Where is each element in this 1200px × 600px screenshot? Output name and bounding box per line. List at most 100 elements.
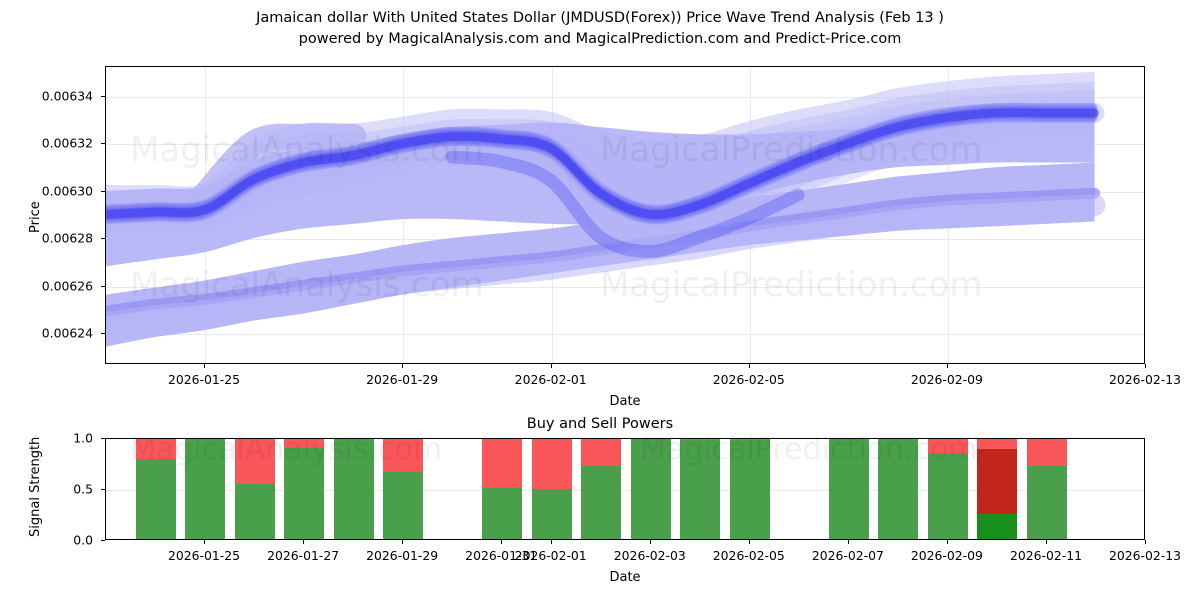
upper-envelope-layer-1 [106,89,1095,253]
signal-bar-buy-segment [531,489,572,539]
signal-bar-sell-segment [482,439,523,488]
signal-y-tick-label: 1.0 [73,430,93,446]
wave-core-strand-0 [106,102,1098,211]
signal-x-axis-label: Date [609,570,641,585]
signal-x-tick-mark [303,540,305,544]
price-gridline-h [106,96,1144,98]
signal-bar[interactable] [284,439,325,539]
price-x-tick-label: 2026-02-09 [910,372,983,387]
signal-bar-buy-segment [581,465,622,539]
price-y-tick-label: 0.00628 [41,230,93,246]
figure-title: Jamaican dollar With United States Dolla… [0,8,1200,50]
price-x-tick-label: 2026-02-05 [712,372,785,387]
signal-x-tick-mark [204,540,205,544]
signal-bar-buy-segment [1027,465,1067,539]
signal-bar-buy-segment [135,459,176,539]
signal-bar[interactable] [581,439,622,539]
signal-bar[interactable] [878,439,919,539]
signal-x-tick-mark [1145,540,1146,544]
price-y-tick-mark [101,95,105,97]
signal-x-tick-mark [649,540,651,544]
price-x-tick-mark [1145,364,1146,368]
signal-x-tick-mark [402,540,404,544]
signal-bar[interactable] [1027,439,1067,539]
signal-x-tick-mark [501,540,503,544]
signal-bar-buy-segment [333,439,374,539]
signal-bar-sell-segment [135,439,176,460]
signal-bar[interactable] [234,439,275,539]
price-chart-plot-area [105,66,1145,364]
signal-x-tick-label: 2026-02-11 [1009,548,1083,563]
figure-title-line1: Jamaican dollar With United States Dolla… [256,10,944,26]
signal-x-tick-label: 2026-01-25 [167,548,241,563]
signal-bar-buy-segment [185,439,225,539]
price-y-tick-mark [101,333,105,335]
signal-y-tick-mark [101,489,105,490]
signal-x-tick-mark [847,540,849,544]
signal-bar[interactable] [482,439,523,539]
signal-y-tick-label: 0.0 [73,532,93,548]
signal-bar[interactable] [729,439,770,539]
signal-bar-buy-segment [234,483,275,539]
signal-bar[interactable] [828,439,869,539]
price-y-tick-label: 0.00634 [41,88,93,104]
signal-x-tick-mark [748,540,750,544]
upper-envelope-layer-2 [106,81,1095,245]
signal-bar-buy-segment [630,439,671,539]
signal-bar[interactable] [680,439,721,539]
signal-x-tick-label: 2026-01-29 [366,548,439,563]
signal-y-tick-mark [101,540,105,541]
signal-bar-sell-segment [1027,439,1067,466]
signal-bar[interactable] [185,439,225,539]
signal-x-tick-mark [1046,540,1047,544]
signal-bar-buy-segment [482,488,523,539]
price-x-tick-mark [748,364,750,368]
price-x-tick-label: 2026-02-13 [1108,372,1182,387]
price-x-tick-label: 2026-01-29 [366,372,439,387]
signal-bar-sell-segment [531,439,572,489]
signal-x-tick-label: 2026-02-09 [910,548,983,563]
signal-x-tick-label: 2026-02-07 [811,548,884,563]
signal-bar-buy-segment [729,440,770,539]
wave-core-center [106,108,1100,220]
signal-x-tick-mark [946,540,948,544]
price-y-tick-label: 0.00626 [41,278,93,294]
price-y-tick-mark [101,143,105,145]
signal-x-tick-mark [550,540,552,544]
signal-x-tick-label: 2026-02-03 [613,548,686,563]
signal-bar[interactable] [927,439,968,539]
price-y-tick-label: 0.00624 [41,325,93,341]
price-y-tick-label: 0.00632 [41,135,93,151]
signal-bar[interactable] [630,439,671,539]
signal-bar-sell-segment [680,439,721,441]
signal-bar-sell-segment [234,439,275,484]
signal-gridline-h [106,490,1144,491]
upper-envelope-layer-0 [106,97,1095,261]
price-y-tick-mark [101,285,105,287]
signal-bar-buy-segment [927,453,968,539]
signal-bar[interactable] [977,439,1018,539]
signal-bar[interactable] [383,439,424,539]
signal-bar[interactable] [531,439,572,539]
signal-chart-plot-area [105,438,1145,540]
price-x-tick-label: 2026-02-01 [514,372,587,387]
price-wave-bands [106,71,1106,347]
price-x-tick-mark [402,364,404,368]
lower-trend-ribbon [106,187,1101,317]
figure-title-line2: powered by MagicalAnalysis.com and Magic… [298,31,902,47]
signal-bar[interactable] [135,439,176,539]
signal-bar-sell-segment [383,439,424,472]
upper-envelope-layer-3 [106,71,1095,235]
price-x-tick-mark [550,364,552,368]
wave-peak-emphasis [191,123,367,209]
price-y-tick-mark [101,190,105,192]
signal-y-tick-label: 0.5 [73,481,93,497]
price-gridline-h [106,334,1144,336]
signal-bar-sell-segment [729,439,770,441]
signal-bar-buy-segment [284,448,325,539]
signal-bar[interactable] [333,439,374,539]
wave-dip-emphasis [445,150,805,258]
signal-bar-sell-cap [977,439,1018,449]
price-x-tick-mark [204,364,205,368]
signal-bar-buy-segment [383,471,424,539]
